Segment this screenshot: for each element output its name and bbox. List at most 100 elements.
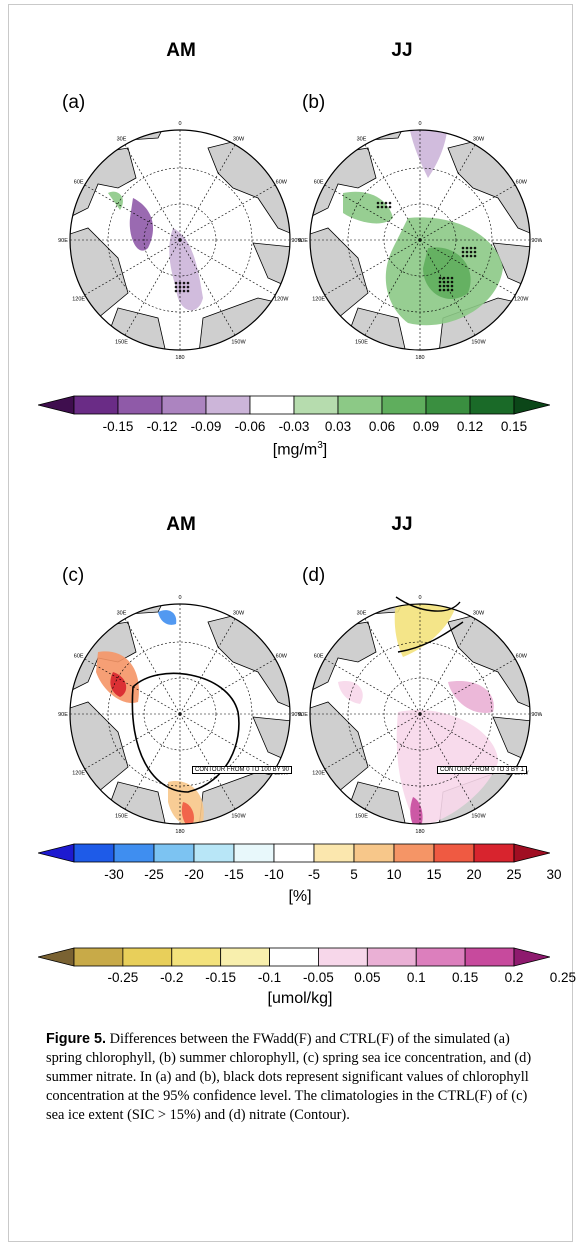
- title-d: JJ: [391, 514, 413, 535]
- colorbar-box: [433, 843, 475, 863]
- colorbar-box: [220, 947, 270, 967]
- longitude-label: 0: [178, 121, 181, 127]
- longitude-label: 30W: [473, 137, 485, 143]
- sea-ice-contour: [131, 672, 240, 793]
- colorbar-tick-label: -0.25: [107, 970, 139, 985]
- map-b: 0 30E 60E 90E 120E 150E 180 150W 120W 90W 60W 30W: [298, 121, 542, 361]
- figure-caption: Figure 5. Differences between the FWadd(…: [46, 1030, 546, 1125]
- unit-chlorophyll: [mg/m3]: [272, 440, 328, 459]
- anomaly-patch: [448, 681, 494, 713]
- colorbar-tick-label: -0.1: [257, 970, 282, 985]
- colorbar-box: [171, 947, 222, 967]
- colorbar-box: [205, 395, 251, 415]
- longitude-label: 150W: [231, 813, 246, 819]
- figure-frame: [8, 4, 573, 1242]
- colorbar-box: [366, 947, 417, 967]
- title-c: AM: [166, 514, 196, 535]
- map-border: [309, 129, 531, 351]
- panel-label-c: (c): [62, 565, 85, 586]
- longitude-label: 60E: [314, 654, 324, 660]
- longitude-label: 90E: [58, 238, 68, 244]
- colorbar-tick-label: 25: [506, 867, 522, 882]
- longitude-label: 150E: [115, 813, 128, 819]
- colorbar-tick-label: 0.1: [406, 970, 426, 985]
- colorbar-box: [464, 947, 515, 967]
- colorbar-tick-label: -0.09: [190, 419, 222, 434]
- longitude-label: 150E: [355, 339, 368, 345]
- longitude-label: 180: [415, 829, 424, 835]
- anomaly-patch: [408, 130, 448, 178]
- longitude-label: 120W: [514, 297, 529, 303]
- longitude-label: 60E: [314, 180, 324, 186]
- nitrate-contour: [395, 596, 464, 653]
- colorbar-tick-label: -0.12: [146, 419, 178, 434]
- longitude-label: 150W: [471, 813, 486, 819]
- longitude-label: 180: [175, 829, 184, 835]
- colorbar-box: [193, 843, 235, 863]
- colorbar-tick-label: 0.05: [354, 970, 381, 985]
- longitude-label: 150W: [231, 339, 246, 345]
- longitude-label: 90W: [291, 238, 302, 244]
- longitude-label: 90E: [58, 712, 68, 718]
- anomaly-patch: [108, 191, 123, 210]
- colorbar-box: [113, 843, 155, 863]
- longitude-label: 150E: [355, 813, 368, 819]
- colorbar-box: [318, 947, 368, 967]
- colorbar-end-low: [38, 395, 75, 415]
- map-a: 0 30E 60E 90E 120E 150E 180 150W 120W 90W 60W 30W: [58, 121, 302, 361]
- colorbar-nitrate: [38, 947, 550, 967]
- colorbar-tick-label: 20: [466, 867, 482, 882]
- longitude-label: 150E: [115, 339, 128, 345]
- colorbar-box: [269, 947, 319, 967]
- colorbar-tick-label: 0.15: [500, 419, 528, 434]
- colorbar-tick-label: 0.06: [368, 419, 396, 434]
- colorbar-tick-label: -20: [184, 867, 204, 882]
- longitude-label: 120E: [72, 771, 85, 777]
- longitude-label: 0: [178, 595, 181, 601]
- colorbar-tick-label: 0.15: [451, 970, 479, 985]
- colorbar-tick-label: -0.2: [160, 970, 184, 985]
- anomaly-patch: [169, 228, 203, 311]
- longitude-label: 90E: [298, 238, 308, 244]
- colorbar-tick-label: -5: [307, 867, 321, 882]
- colorbar-tick-label: -0.15: [205, 970, 237, 985]
- longitude-label: 30E: [117, 611, 127, 617]
- colorbar-tick-label: 0.09: [412, 419, 440, 434]
- longitude-label: 180: [175, 355, 184, 361]
- longitude-label: 120W: [274, 297, 289, 303]
- longitude-label: 30W: [233, 137, 245, 143]
- colorbar-box: [425, 395, 471, 415]
- longitude-label: 60E: [74, 180, 84, 186]
- colorbar-tick-label: 30: [546, 867, 562, 882]
- anomaly-patch: [110, 672, 127, 697]
- colorbar-box: [73, 843, 115, 863]
- longitude-label: 180: [415, 355, 424, 361]
- colorbar-box: [473, 843, 515, 863]
- colorbar-box: [122, 947, 173, 967]
- longitude-label: 120E: [312, 771, 325, 777]
- colorbar-tick-label: -0.15: [102, 419, 134, 434]
- colorbar-end-low: [38, 947, 75, 967]
- anomaly-patch: [343, 191, 393, 224]
- colorbar-tick-label: 0.03: [324, 419, 352, 434]
- colorbar-end-high: [513, 395, 550, 415]
- anomaly-patch: [394, 604, 458, 657]
- colorbar-box: [161, 395, 207, 415]
- colorbar-box: [293, 395, 339, 415]
- longitude-label: 30E: [357, 137, 367, 143]
- longitude-label: 30W: [473, 611, 485, 617]
- anomaly-patch: [129, 198, 153, 251]
- colorbar-box: [273, 843, 315, 863]
- colorbar-ice: [38, 843, 550, 863]
- colorbar-chlorophyll: [38, 395, 550, 415]
- colorbar-box: [73, 947, 124, 967]
- contour-note-d: CONTOUR FROM 0 TO 3 BY 1: [437, 766, 527, 774]
- longitude-label: 90W: [531, 238, 542, 244]
- panel-label-d: (d): [302, 565, 326, 586]
- longitude-label: 120E: [72, 297, 85, 303]
- longitude-label: 0: [418, 121, 421, 127]
- colorbar-box: [153, 843, 195, 863]
- colorbar-box: [393, 843, 435, 863]
- colorbar-tick-label: 0.12: [456, 419, 484, 434]
